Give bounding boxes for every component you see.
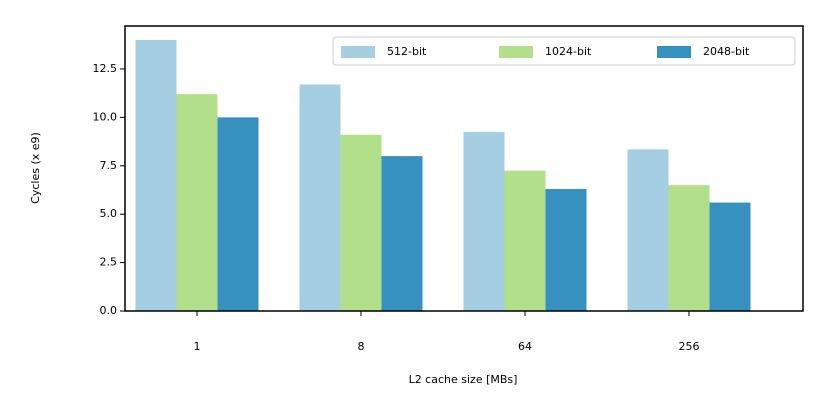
bar bbox=[135, 39, 177, 311]
x-tick-label: 256 bbox=[679, 340, 700, 353]
x-tick-label: 1 bbox=[194, 340, 201, 353]
legend-swatch bbox=[341, 46, 375, 58]
legend-swatch bbox=[657, 46, 691, 58]
x-tick-label: 8 bbox=[358, 340, 365, 353]
y-tick-label: 7.5 bbox=[100, 159, 118, 172]
y-tick-label: 0.0 bbox=[100, 304, 118, 317]
legend-label: 512-bit bbox=[387, 45, 427, 58]
legend-label: 2048-bit bbox=[703, 45, 750, 58]
y-axis-label: Cycles (x e9) bbox=[29, 132, 42, 204]
bar bbox=[627, 149, 669, 311]
bar bbox=[299, 84, 341, 311]
y-tick-label: 10.0 bbox=[93, 110, 118, 123]
bar bbox=[176, 94, 218, 311]
y-tick-label: 2.5 bbox=[100, 256, 118, 269]
bar bbox=[709, 202, 751, 311]
bar bbox=[545, 189, 587, 311]
bar bbox=[504, 170, 546, 311]
legend-swatch bbox=[499, 46, 533, 58]
y-tick-label: 5.0 bbox=[100, 207, 118, 220]
x-tick-label: 64 bbox=[518, 340, 532, 353]
plot-frame bbox=[124, 25, 804, 312]
bar bbox=[668, 185, 710, 311]
bar bbox=[463, 131, 505, 311]
bar bbox=[217, 117, 259, 312]
x-axis-label: L2 cache size [MBs] bbox=[409, 373, 518, 386]
bar bbox=[340, 134, 382, 311]
legend-label: 1024-bit bbox=[545, 45, 592, 58]
bar bbox=[381, 156, 423, 311]
y-tick-label: 12.5 bbox=[93, 62, 118, 75]
